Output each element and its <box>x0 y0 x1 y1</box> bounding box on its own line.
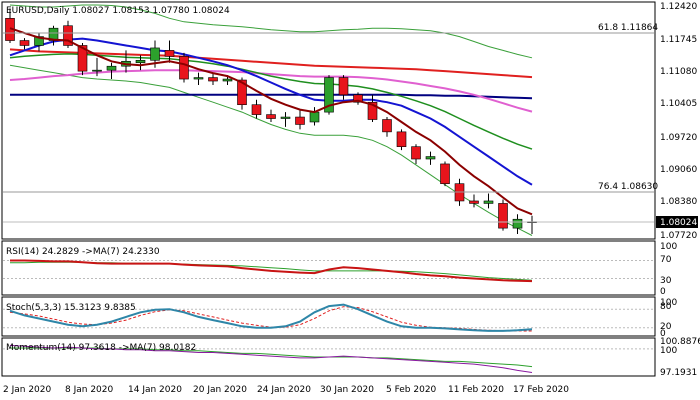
bull-candle <box>425 156 436 160</box>
current-price-tag <box>656 216 698 228</box>
bear-candle <box>440 163 450 184</box>
stoch-tick: 80 <box>660 302 672 312</box>
date-tick: 24 Jan 2020 <box>257 385 311 395</box>
bear-candle <box>396 131 407 147</box>
current-price-label: 1.08024 <box>660 218 697 228</box>
price-tick: 1.11080 <box>660 67 697 77</box>
bear-candle <box>411 146 421 160</box>
bull-candle <box>135 59 146 64</box>
bear-candle <box>338 77 349 96</box>
rsi-tick: 30 <box>660 276 672 286</box>
bull-candle <box>193 77 204 80</box>
price-tick: 1.11745 <box>660 35 697 45</box>
rsi-panel[interactable] <box>1 240 656 296</box>
stoch-axis: 100 80 20 0 <box>660 298 677 339</box>
price-tick: 1.08380 <box>660 197 697 207</box>
ma-fast-line <box>9 27 533 216</box>
bull-candle <box>280 116 291 119</box>
main-price-panel[interactable] <box>1 1 656 240</box>
price-tick: 1.10405 <box>660 99 697 109</box>
bear-candle <box>295 116 305 125</box>
bear-candle <box>19 40 30 46</box>
bull-candle <box>483 200 494 204</box>
time-axis: 2 Jan 2020 8 Jan 2020 14 Jan 2020 20 Jan… <box>3 385 569 395</box>
bear-candle <box>77 45 88 72</box>
date-tick: 5 Feb 2020 <box>386 385 437 395</box>
date-tick: 11 Feb 2020 <box>448 385 504 395</box>
date-tick: 20 Jan 2020 <box>193 385 247 395</box>
fib-764-label: 76.4 1.08630 <box>598 182 658 192</box>
momentum-tick: 100 <box>660 346 677 356</box>
momentum-line <box>9 344 533 373</box>
main-panel-header: EURUSD,Daily 1.08027 1.08153 1.07780 1.0… <box>6 6 230 16</box>
bear-candle <box>237 79 247 106</box>
price-tick: 1.07720 <box>660 231 697 241</box>
fib-618-label: 61.8 1.11864 <box>598 23 658 33</box>
momentum-tick: 100.8876 <box>660 337 700 347</box>
momentum-panel-header: Momentum(14) 97.3618 ->MA(7) 98.0182 <box>6 343 196 353</box>
bear-candle <box>367 101 378 120</box>
rsi-tick: 0 <box>660 287 666 297</box>
bull-candle <box>222 78 233 82</box>
bear-candle <box>382 119 392 133</box>
bull-candle <box>512 218 523 229</box>
price-axis: 1.12420 1.11745 1.11080 1.10405 1.09720 … <box>656 2 698 241</box>
bull-candle <box>92 69 102 72</box>
price-tick: 1.09720 <box>660 133 697 143</box>
momentum-axis: 100.8876 100 97.1931 <box>660 337 700 378</box>
stoch-tick: 20 <box>660 322 672 332</box>
bull-candle <box>150 47 160 61</box>
bear-candle <box>251 104 262 115</box>
date-tick: 17 Feb 2020 <box>513 385 569 395</box>
rsi-panel-header: RSI(14) 24.2829 ->MA(7) 24.2330 <box>6 247 160 257</box>
date-tick: 30 Jan 2020 <box>320 385 374 395</box>
bear-candle <box>353 94 363 103</box>
price-tick: 1.09060 <box>660 165 697 175</box>
momentum-tick: 97.1931 <box>660 368 697 378</box>
bear-candle <box>469 200 479 204</box>
momentum-ma-line <box>10 347 533 368</box>
stoch-tick: 100 <box>660 298 677 308</box>
bear-candle <box>164 50 175 57</box>
stoch-panel-header: Stoch(5,3,3) 15.3123 9.8385 <box>6 303 136 313</box>
bear-candle <box>63 25 73 46</box>
bull-candle <box>309 111 320 123</box>
stoch-tick: 0 <box>660 329 666 339</box>
date-tick: 2 Jan 2020 <box>3 385 51 395</box>
bear-candle <box>498 203 508 229</box>
date-tick: 8 Jan 2020 <box>65 385 113 395</box>
bull-candle <box>106 65 117 71</box>
rsi-tick: 70 <box>660 255 672 265</box>
ma-red-slow-line <box>9 48 533 79</box>
price-tick: 1.12420 <box>660 2 697 12</box>
bear-candle <box>208 77 218 82</box>
bull-candle <box>324 77 334 113</box>
stoch-panel[interactable] <box>1 296 656 337</box>
bear-candle <box>266 114 276 119</box>
ma-navy-line <box>10 93 533 100</box>
rsi-axis: 100 70 30 0 <box>660 242 677 297</box>
bear-candle <box>179 56 189 80</box>
rsi-tick: 100 <box>660 242 677 252</box>
rsi-line <box>10 259 533 283</box>
date-tick: 14 Jan 2020 <box>128 385 182 395</box>
ma-blue-line <box>9 37 533 186</box>
stoch-main-line <box>9 303 533 332</box>
